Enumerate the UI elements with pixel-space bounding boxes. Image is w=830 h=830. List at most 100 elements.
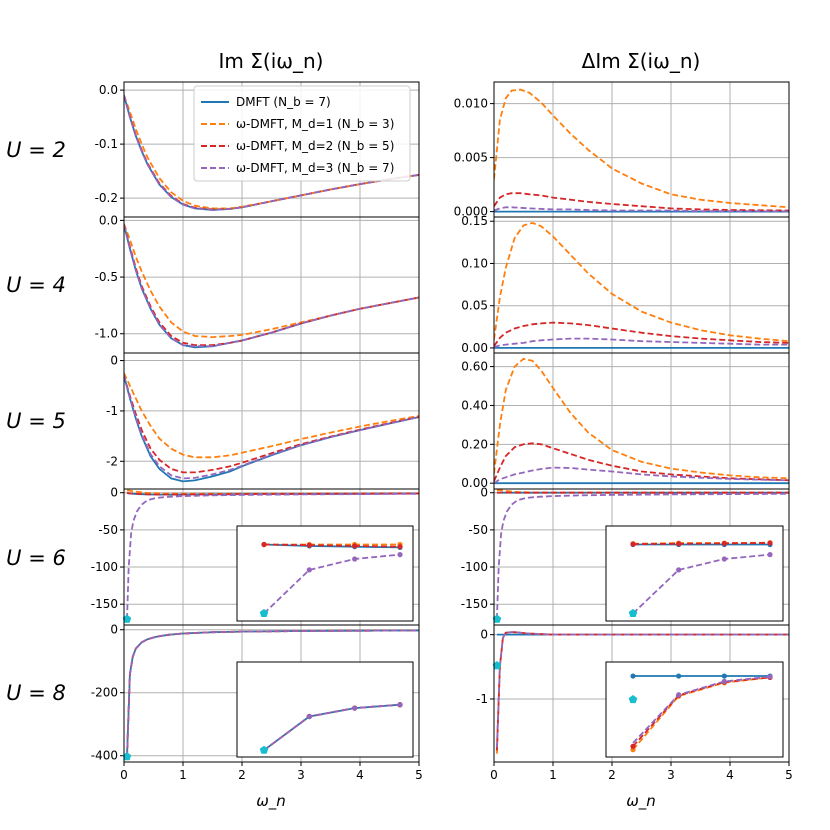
panels-layer: 0.0-0.1-0.20.0000.0050.0100.0-0.5-1.00.0… bbox=[91, 81, 793, 782]
legend-box bbox=[193, 85, 411, 182]
x-tick-label: 2 bbox=[608, 768, 616, 782]
row-label-u8: U = 8 bbox=[6, 681, 66, 705]
y-tick-label: -0.5 bbox=[95, 270, 118, 284]
y-tick-label: 0 bbox=[110, 486, 118, 500]
series-line-m1 bbox=[494, 221, 789, 343]
inset-point bbox=[352, 556, 358, 562]
x-tick-label: 3 bbox=[667, 768, 675, 782]
y-tick-label: 0.0 bbox=[99, 213, 118, 227]
y-tick-label: 0.0 bbox=[99, 83, 118, 97]
series-line-m3 bbox=[126, 629, 419, 757]
x-tick-label: 2 bbox=[238, 768, 246, 782]
inset-point bbox=[630, 743, 636, 749]
panel-frame bbox=[493, 81, 790, 218]
inset-point bbox=[721, 556, 727, 562]
y-tick-label: -50 bbox=[98, 523, 118, 537]
inset-point bbox=[767, 674, 773, 680]
inset-line-m2 bbox=[263, 543, 401, 548]
x-tick-label: 4 bbox=[726, 768, 734, 782]
x-tick-label: 5 bbox=[415, 768, 423, 782]
inset-point bbox=[306, 713, 312, 720]
series-line-m2 bbox=[124, 224, 419, 347]
x-tick-label: 3 bbox=[297, 768, 305, 782]
y-tick-label: 0.000 bbox=[454, 205, 488, 219]
inset-0 bbox=[236, 525, 414, 622]
x-tick-label: 1 bbox=[179, 768, 187, 782]
inset-point bbox=[306, 542, 312, 548]
x-axis-label-left: ω_n bbox=[256, 792, 286, 811]
series-line-m3 bbox=[494, 466, 789, 484]
series-line-m3 bbox=[496, 631, 789, 748]
inset-point bbox=[767, 552, 773, 558]
y-tick-label: -0.1 bbox=[95, 137, 118, 151]
inset-marker-pentagon bbox=[628, 695, 638, 704]
inset-2 bbox=[236, 661, 414, 758]
y-tick-label: -150 bbox=[461, 597, 488, 611]
marker-pentagon bbox=[122, 752, 132, 761]
panel-5: 0.00 0.20 0.40 0.60 bbox=[461, 353, 790, 490]
series-line-m3 bbox=[494, 337, 789, 348]
y-tick-label: -1 bbox=[476, 692, 488, 706]
y-tick-label: -400 bbox=[91, 749, 118, 763]
y-tick-label: 0.010 bbox=[454, 97, 488, 111]
x-tick-label: 0 bbox=[120, 768, 128, 782]
y-tick-label: 0.60 bbox=[461, 360, 488, 374]
inset-line-m3 bbox=[263, 553, 401, 615]
series-line-m2 bbox=[124, 375, 419, 474]
inset-point bbox=[352, 705, 358, 711]
series-line-m2 bbox=[494, 192, 789, 212]
series-line-m1 bbox=[494, 357, 789, 480]
col-title-right: ΔIm Σ(iω_n) bbox=[582, 49, 701, 73]
panel-3: 0.00 0.05 0.10 0.15 bbox=[461, 214, 790, 355]
inset-frame bbox=[605, 525, 784, 622]
panel-frame bbox=[123, 624, 420, 763]
inset-3 bbox=[605, 661, 784, 758]
y-tick-label: -0.2 bbox=[95, 191, 118, 205]
inset-point bbox=[397, 552, 403, 558]
inset-point bbox=[306, 567, 312, 573]
inset-point bbox=[721, 673, 727, 679]
inset-point bbox=[630, 673, 636, 679]
y-tick-label: -50 bbox=[468, 523, 488, 537]
legend: DMFT (N_b = 7) ω-DMFT, M_d=1 (N_b = 3) ω… bbox=[193, 85, 411, 182]
x-tick-label: 5 bbox=[785, 768, 793, 782]
marker-pentagon bbox=[492, 661, 502, 670]
series-line-m1 bbox=[494, 88, 789, 209]
series-line-m2 bbox=[126, 492, 419, 496]
series-line-m2 bbox=[494, 321, 789, 347]
y-tick-label: -200 bbox=[91, 686, 118, 700]
inset-point bbox=[676, 541, 682, 547]
panel-2: 0.0 -0.5 -1.0 bbox=[95, 213, 420, 353]
y-tick-label: -1.0 bbox=[95, 327, 118, 341]
inset-point bbox=[397, 702, 403, 708]
x-tick-label: 4 bbox=[356, 768, 364, 782]
inset-point bbox=[352, 543, 358, 549]
inset-point bbox=[397, 544, 403, 550]
inset-point bbox=[630, 541, 636, 547]
panel-frame bbox=[123, 352, 420, 490]
inset-point bbox=[721, 540, 727, 547]
y-tick-label: 0.20 bbox=[461, 437, 488, 451]
series-line-m1 bbox=[124, 372, 419, 459]
series-line-m3 bbox=[124, 375, 419, 480]
series-line-m1 bbox=[124, 223, 419, 339]
inset-marker-pentagon bbox=[259, 608, 269, 617]
row-label-u2: U = 2 bbox=[6, 138, 66, 162]
series-line-m3 bbox=[494, 206, 789, 213]
y-tick-label: -100 bbox=[91, 560, 118, 574]
panel-frame bbox=[493, 624, 790, 763]
series-line-m2 bbox=[494, 442, 789, 482]
x-tick-label: 1 bbox=[549, 768, 557, 782]
series-line-m1 bbox=[124, 95, 419, 210]
inset-marker-pentagon bbox=[259, 745, 269, 754]
inset-line-m3 bbox=[632, 553, 771, 615]
inset-frame bbox=[236, 525, 414, 622]
inset-point bbox=[676, 692, 682, 698]
y-tick-label: 0.005 bbox=[454, 151, 488, 165]
y-tick-label: -150 bbox=[91, 597, 118, 611]
y-tick-label: 0.40 bbox=[461, 398, 488, 412]
y-tick-label: 0 bbox=[480, 486, 488, 500]
inset-point bbox=[767, 540, 773, 546]
series-line-m3 bbox=[124, 224, 419, 348]
legend-label-m3: ω-DMFT, M_d=3 (N_b = 7) bbox=[236, 161, 394, 175]
